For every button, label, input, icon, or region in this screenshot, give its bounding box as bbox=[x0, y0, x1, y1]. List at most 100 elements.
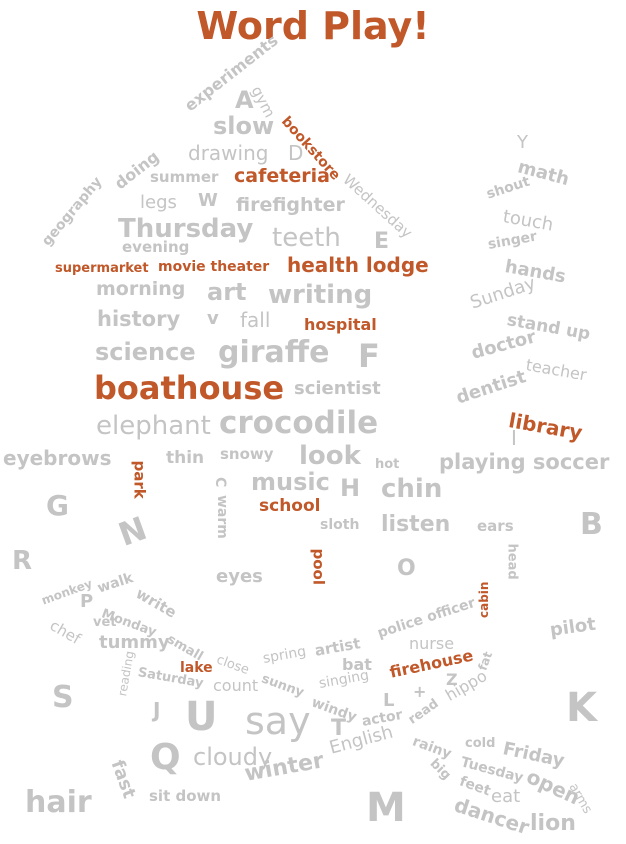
word-thin: thin bbox=[166, 448, 205, 468]
word-a: A bbox=[235, 86, 254, 114]
word-writing: writing bbox=[268, 280, 373, 310]
word-park: park bbox=[130, 460, 149, 499]
word-dentist: dentist bbox=[453, 366, 529, 409]
word-boathouse: boathouse bbox=[94, 369, 285, 407]
word-science: science bbox=[95, 338, 196, 366]
word-h: H bbox=[340, 474, 361, 502]
word-singer: singer bbox=[486, 228, 539, 253]
word-eyebrows: eyebrows bbox=[3, 446, 112, 470]
word-f: F bbox=[358, 337, 380, 375]
word-look: look bbox=[299, 441, 361, 471]
word-bat: bat bbox=[342, 655, 372, 674]
word-reading: reading bbox=[115, 649, 137, 698]
word-v: v bbox=[207, 308, 219, 329]
word-thursday: Thursday bbox=[118, 214, 254, 244]
word-teeth: teeth bbox=[272, 223, 341, 253]
page-title: Word Play! bbox=[196, 4, 430, 48]
word-w: W bbox=[198, 190, 218, 211]
word-tummy: tummy bbox=[99, 632, 170, 653]
word-summer: summer bbox=[150, 168, 219, 186]
word-sit-down: sit down bbox=[149, 787, 222, 805]
word-eyes: eyes bbox=[216, 566, 263, 587]
word-art: art bbox=[207, 278, 247, 306]
word-evening: evening bbox=[122, 238, 190, 256]
word-pool: pool bbox=[309, 548, 328, 586]
word-o: O bbox=[397, 556, 416, 581]
word-: + bbox=[413, 682, 427, 701]
word-read: read bbox=[405, 696, 442, 728]
word-cafeteria: cafeteria bbox=[234, 165, 330, 187]
word-crocodile: crocodile bbox=[219, 405, 379, 441]
word-ears: ears bbox=[477, 517, 514, 535]
word-morning: morning bbox=[96, 278, 186, 300]
word-r: R bbox=[12, 546, 33, 576]
word-listen: listen bbox=[381, 512, 451, 537]
word-chin: chin bbox=[381, 474, 443, 504]
word-hair: hair bbox=[25, 785, 92, 820]
word-k: K bbox=[566, 685, 597, 731]
word-slow: slow bbox=[213, 112, 275, 140]
word-pilot: pilot bbox=[548, 613, 598, 641]
word-big: big bbox=[426, 756, 454, 784]
word-eat: eat bbox=[491, 786, 521, 807]
word-b: B bbox=[580, 507, 603, 542]
word-walk: walk bbox=[95, 570, 136, 597]
word-y: Y bbox=[517, 132, 528, 153]
word-p: P bbox=[80, 591, 94, 612]
word-l: L bbox=[383, 690, 395, 711]
word-say: say bbox=[245, 699, 311, 743]
word-q: Q bbox=[150, 737, 181, 778]
word-rainy: rainy bbox=[410, 733, 454, 763]
word-cold: cold bbox=[465, 736, 496, 751]
word-geography: geography bbox=[38, 174, 106, 250]
word-spring: spring bbox=[261, 643, 308, 667]
word-elephant: elephant bbox=[96, 411, 211, 441]
word-nurse: nurse bbox=[409, 634, 455, 653]
word-history: history bbox=[97, 307, 181, 331]
word-close: close bbox=[214, 652, 252, 678]
word-write: write bbox=[132, 584, 180, 622]
word-sloth: sloth bbox=[320, 517, 360, 533]
word-i: I bbox=[511, 426, 517, 450]
word-movie-theater: movie theater bbox=[158, 259, 270, 275]
word-singing: singing bbox=[317, 667, 371, 692]
word-j: J bbox=[153, 698, 161, 722]
word-library: library bbox=[506, 408, 585, 445]
word-fast: fast bbox=[106, 757, 140, 802]
word-teacher: teacher bbox=[524, 355, 589, 385]
word-supermarket: supermarket bbox=[55, 261, 149, 276]
word-snowy: snowy bbox=[220, 445, 274, 463]
word-drawing: drawing bbox=[188, 141, 269, 165]
word-g: G bbox=[46, 489, 69, 522]
word-music: music bbox=[251, 468, 330, 496]
word-c: C bbox=[212, 477, 228, 488]
word-d: D bbox=[288, 141, 304, 165]
word-health-lodge: health lodge bbox=[287, 253, 429, 277]
word-vet: vet bbox=[93, 615, 117, 630]
word-warm: warm bbox=[214, 495, 230, 539]
word-cabin: cabin bbox=[477, 581, 491, 618]
word-n: N bbox=[113, 508, 152, 554]
word-head: head bbox=[504, 543, 520, 580]
word-lion: lion bbox=[530, 811, 576, 836]
word-chef: chef bbox=[46, 616, 84, 648]
word-small: small bbox=[164, 632, 206, 665]
word-m: M bbox=[366, 785, 406, 831]
word-school: school bbox=[259, 496, 321, 516]
word-legs: legs bbox=[140, 192, 177, 213]
word-t: T bbox=[331, 716, 347, 741]
word-count: count bbox=[213, 676, 259, 695]
word-fall: fall bbox=[240, 308, 271, 332]
word-lake: lake bbox=[180, 660, 213, 676]
word-s: S bbox=[52, 680, 74, 715]
word-u: U bbox=[185, 694, 218, 740]
word-hospital: hospital bbox=[304, 315, 377, 334]
word-giraffe: giraffe bbox=[218, 335, 330, 370]
word-shout: shout bbox=[484, 173, 532, 203]
word-hot: hot bbox=[375, 457, 400, 472]
word-e: E bbox=[374, 229, 390, 254]
word-z: Z bbox=[446, 670, 458, 689]
word-playing-soccer: playing soccer bbox=[439, 450, 610, 474]
word-sunday: Sunday bbox=[467, 272, 539, 314]
word-scientist: scientist bbox=[294, 378, 381, 399]
